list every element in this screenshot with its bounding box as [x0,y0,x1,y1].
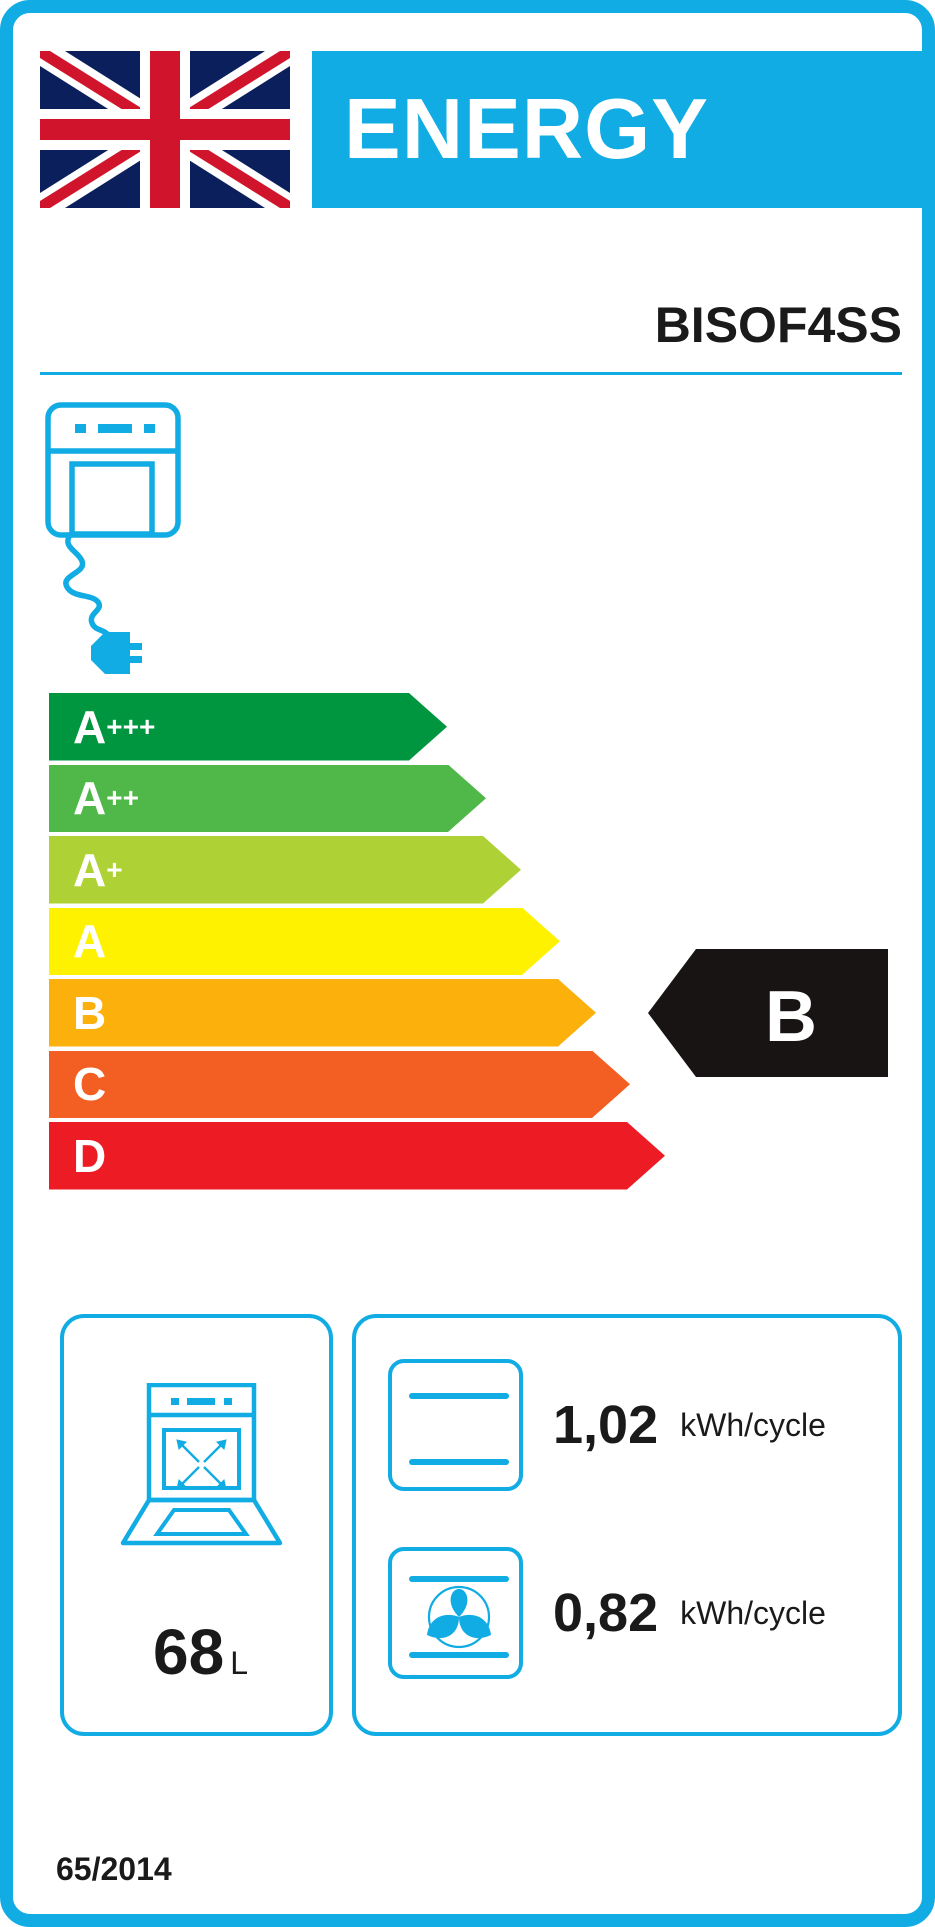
svg-text:B: B [765,977,817,1057]
